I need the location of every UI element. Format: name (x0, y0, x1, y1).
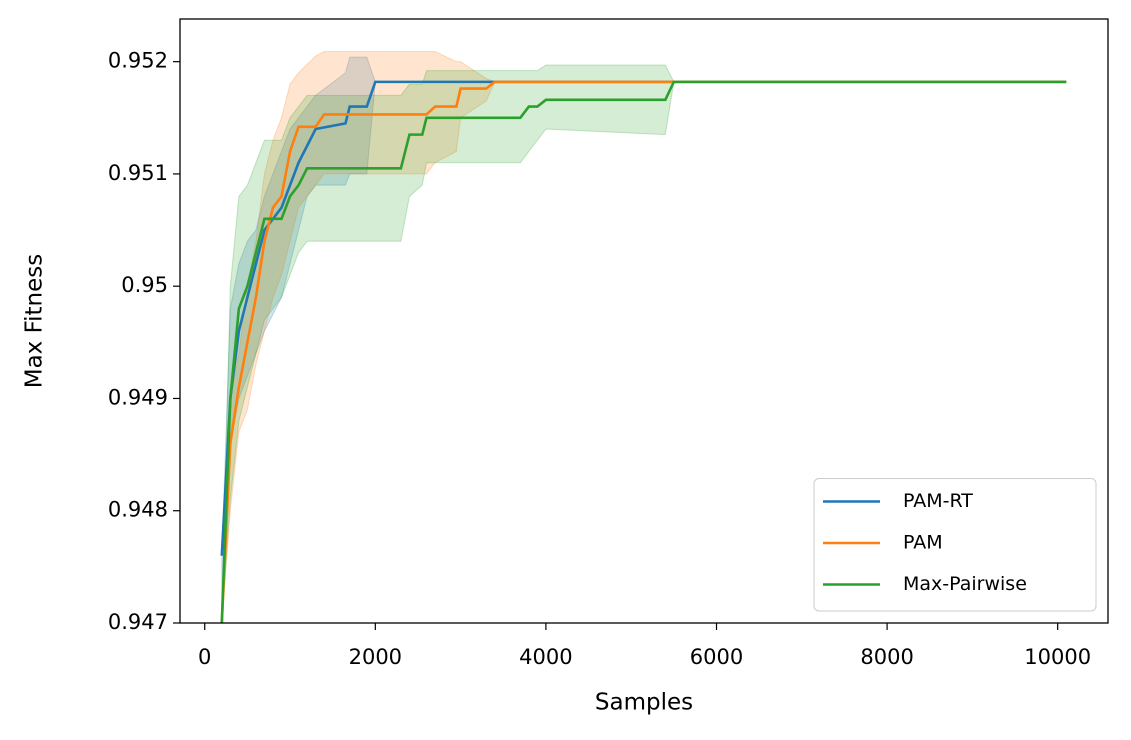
x-tick-label: 4000 (519, 645, 572, 669)
legend: PAM-RT PAM Max-Pairwise (813, 478, 1097, 612)
y-axis-label: Max Fitness (22, 254, 48, 389)
confidence-band (221, 64, 1067, 624)
y-tick-label: 0.948 (108, 498, 168, 522)
legend-label: Max-Pairwise (903, 573, 1027, 595)
series-line (220, 80, 1067, 624)
series-line (220, 80, 1067, 624)
x-tick-label: 8000 (860, 645, 913, 669)
x-tick-label: 6000 (690, 645, 743, 669)
y-tick-label: 0.951 (108, 161, 168, 185)
y-tick-label: 0.95 (121, 273, 168, 297)
legend-label: PAM (903, 532, 943, 554)
series-line (220, 80, 1067, 556)
x-tick-label: 2000 (349, 645, 402, 669)
y-tick-label: 0.947 (108, 610, 168, 634)
plot-frame (179, 18, 1109, 624)
legend-box (813, 478, 1097, 612)
x-axis-label: Samples (595, 690, 693, 716)
legend-label: PAM-RT (903, 490, 973, 512)
x-tick-label: 10000 (1024, 645, 1091, 669)
confidence-band (221, 51, 1067, 624)
x-tick-label: 0 (198, 645, 211, 669)
y-tick-label: 0.949 (108, 385, 168, 409)
y-tick-label: 0.952 (108, 49, 168, 73)
